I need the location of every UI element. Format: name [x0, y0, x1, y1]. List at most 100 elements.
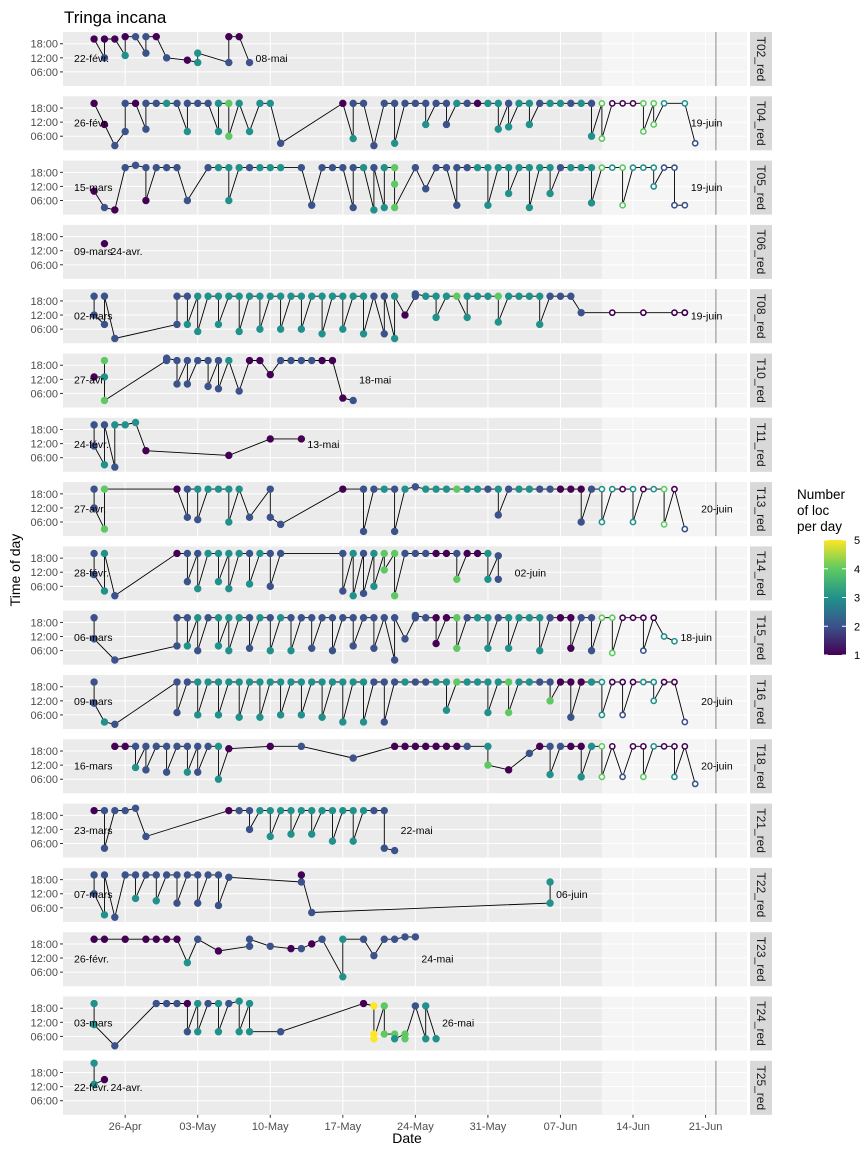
data-point: [587, 163, 596, 172]
data-point: [256, 806, 264, 815]
data-point: [339, 549, 347, 558]
data-point: [297, 806, 306, 815]
data-point: [90, 614, 98, 622]
data-point: [173, 549, 181, 558]
start-date-label: 27-avr.: [74, 375, 106, 387]
data-point: [225, 678, 233, 686]
data-point: [453, 292, 461, 300]
data-point: [111, 720, 119, 729]
data-point: [567, 163, 575, 172]
data-point: [276, 163, 285, 172]
data-point: [121, 163, 129, 172]
data-point: [142, 871, 150, 879]
data-point: [639, 309, 647, 317]
data-point: [308, 908, 316, 917]
data-point: [432, 99, 440, 108]
data-point: [494, 678, 502, 686]
data-point: [328, 837, 337, 845]
data-point: [90, 311, 98, 319]
data-point: [100, 718, 109, 726]
data-point: [142, 832, 150, 841]
data-point: [639, 485, 647, 493]
data-point: [308, 678, 316, 686]
data-point: [339, 99, 347, 108]
data-point: [173, 99, 181, 108]
facet-label: T11_red: [754, 423, 768, 467]
data-point: [494, 614, 502, 622]
x-axis: 26-Apr 03-May 10-May 17-May 24-May 31-May 07-J…: [109, 1114, 723, 1133]
data-point: [121, 935, 129, 943]
data-point: [422, 99, 430, 108]
start-date-label: 26-févr.: [74, 118, 109, 130]
data-point: [536, 485, 544, 493]
data-point: [339, 485, 347, 493]
data-point: [567, 485, 575, 493]
data-point: [546, 163, 554, 172]
data-point: [266, 646, 274, 655]
data-point: [162, 935, 171, 943]
data-point: [629, 518, 637, 526]
end-date-label: 18-mai: [359, 375, 391, 387]
data-point: [245, 644, 254, 652]
data-point: [411, 99, 420, 108]
data-point: [225, 614, 233, 622]
data-point: [390, 139, 399, 147]
data-point: [235, 485, 243, 493]
data-point: [359, 999, 368, 1008]
data-point: [671, 773, 678, 781]
data-point: [204, 999, 212, 1008]
data-point: [235, 614, 243, 622]
data-point: [225, 646, 233, 655]
data-point: [225, 485, 233, 493]
data-point: [131, 804, 140, 812]
data-point: [359, 99, 368, 108]
x-tick-label: 17-May: [324, 1121, 361, 1133]
data-point: [536, 646, 544, 655]
facet-strip: [750, 417, 772, 472]
shaded-period: [601, 867, 747, 922]
data-point: [194, 711, 202, 719]
data-point: [266, 99, 274, 108]
data-point: [473, 99, 482, 108]
data-point: [121, 51, 129, 60]
data-point: [100, 35, 109, 43]
x-tick-label: 21-Jun: [689, 1121, 723, 1133]
data-point: [328, 163, 337, 172]
data-point: [608, 649, 616, 657]
data-point: [235, 99, 243, 108]
data-point: [173, 899, 181, 907]
end-date-label: 22-mai: [401, 825, 433, 837]
facet-label: T22_red: [754, 873, 768, 918]
end-date-label: 24-mai: [421, 953, 453, 965]
data-point: [619, 485, 627, 493]
data-point: [245, 127, 254, 136]
data-point: [225, 999, 233, 1008]
data-point: [650, 121, 658, 128]
data-point: [390, 592, 399, 600]
data-point: [484, 549, 492, 558]
shaded-period: [601, 546, 747, 601]
y-tick-label: 18:00: [30, 875, 58, 887]
legend-title: of loc: [797, 503, 830, 518]
data-point: [276, 1028, 285, 1036]
data-point: [370, 806, 378, 815]
legend-title: Number: [797, 487, 846, 502]
facet-label: T05_red: [754, 165, 768, 210]
data-point: [100, 320, 109, 329]
data-point: [225, 292, 233, 300]
data-point: [328, 646, 337, 655]
y-tick-label: 18:00: [30, 360, 58, 372]
data-point: [235, 1028, 243, 1036]
data-point: [370, 678, 378, 686]
data-point: [308, 806, 316, 815]
data-point: [463, 614, 471, 622]
data-point: [515, 292, 523, 300]
data-point: [359, 330, 368, 338]
data-point: [256, 713, 264, 721]
data-point: [432, 639, 440, 648]
data-point: [359, 485, 368, 493]
data-point: [194, 678, 202, 686]
data-point: [380, 614, 388, 622]
data-point: [111, 806, 119, 815]
